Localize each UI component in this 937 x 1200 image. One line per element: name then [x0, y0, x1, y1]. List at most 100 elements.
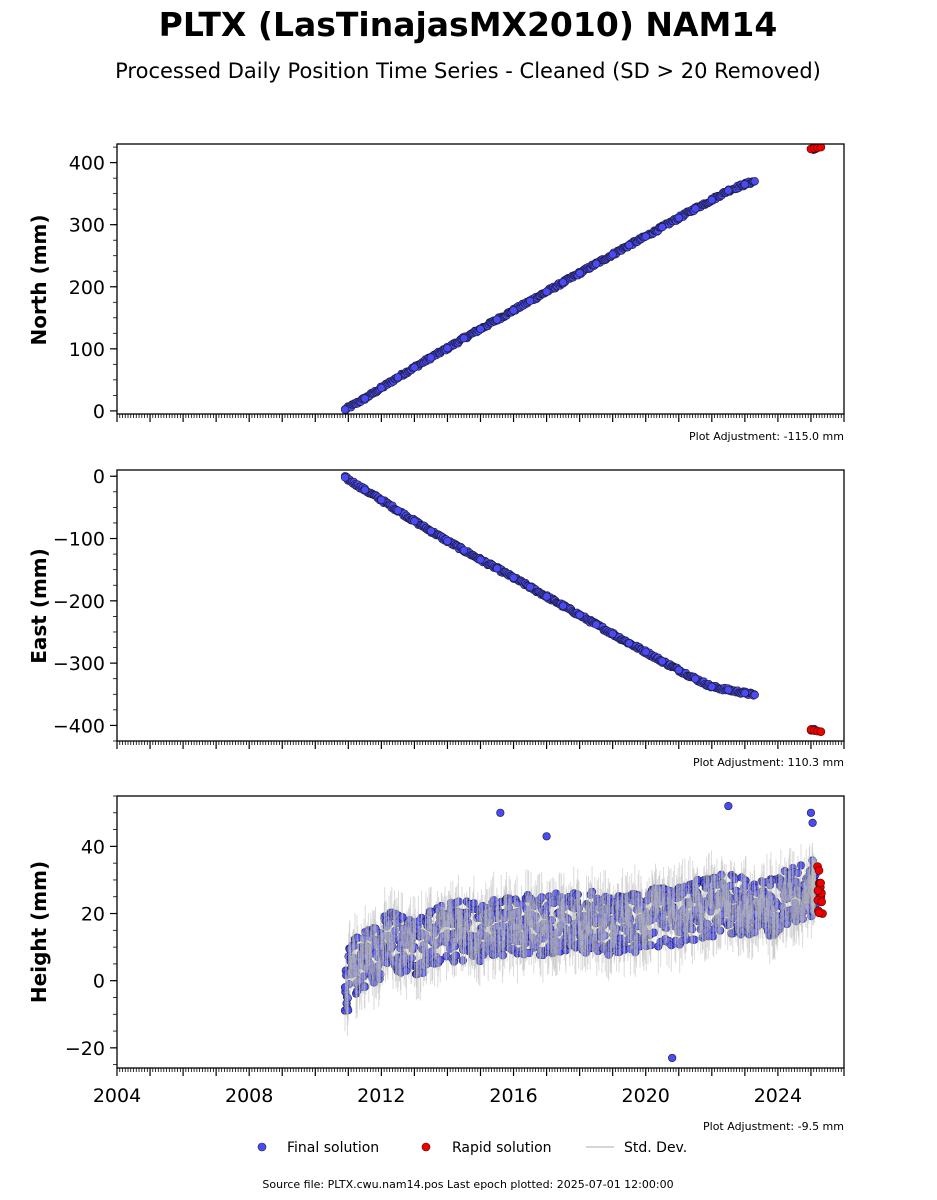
panel-east: 0 −100 −200 −300 −400 East (mm) Plot Adjustmen… — [27, 466, 845, 769]
final-point — [393, 506, 402, 515]
rapid-solution-points — [813, 862, 827, 918]
plot-area — [340, 144, 826, 414]
y-tick-label: 0 — [93, 466, 105, 488]
final-point — [509, 573, 518, 582]
y-axis-label: North (mm) — [27, 214, 51, 345]
x-axis: 2004 2008 2012 2016 2020 2024 — [93, 1068, 845, 1107]
source-note: Source file: PLTX.cwu.nam14.pos Last epo… — [262, 1178, 673, 1191]
final-point — [608, 629, 617, 638]
rapid-solution-points — [806, 725, 826, 736]
x-axis — [116, 414, 845, 422]
final-point — [674, 213, 683, 222]
y-tick-label: 100 — [69, 339, 105, 361]
final-point — [658, 657, 667, 666]
y-tick-label: 0 — [93, 971, 105, 993]
y-tick-label: 400 — [69, 153, 105, 175]
final-point — [509, 306, 518, 315]
y-axis-label: East (mm) — [27, 548, 51, 664]
final-point — [410, 363, 419, 372]
final-point — [377, 383, 386, 393]
final-point — [426, 353, 436, 362]
x-tick-label: 2024 — [754, 1085, 802, 1107]
final-point — [542, 287, 551, 296]
final-point — [459, 334, 469, 343]
plot-adjustment-note: Plot Adjustment: -115.0 mm — [689, 430, 844, 443]
y-tick-label: −300 — [53, 653, 105, 675]
y-axis: −20 0 20 40 — [65, 795, 117, 1066]
final-point — [740, 688, 749, 698]
y-tick-label: −400 — [53, 715, 105, 737]
outlier-point — [806, 808, 816, 817]
final-point — [492, 564, 502, 573]
y-axis: 0 100 200 300 400 — [69, 146, 117, 423]
final-point — [592, 620, 601, 629]
plot-frame — [116, 469, 845, 742]
final-point — [740, 180, 749, 189]
rapid-point — [814, 908, 824, 918]
final-point — [377, 495, 386, 505]
final-solution-points — [340, 472, 820, 735]
y-axis-label: Height (mm) — [27, 861, 51, 1003]
outlier-point — [542, 832, 551, 841]
x-tick-label: 2016 — [489, 1085, 537, 1107]
y-tick-label: −100 — [53, 529, 105, 551]
y-tick-label: 0 — [93, 401, 105, 423]
rapid-point — [813, 886, 823, 895]
final-point — [691, 674, 700, 683]
final-point — [625, 241, 634, 250]
legend-rapid-marker — [421, 1142, 431, 1152]
final-point — [641, 647, 650, 657]
legend-final-label: Final solution — [287, 1140, 379, 1156]
y-tick-label: 200 — [69, 277, 105, 299]
final-point — [575, 611, 584, 620]
y-tick-label: −200 — [53, 591, 105, 613]
final-point — [674, 665, 683, 675]
legend-final-marker — [257, 1142, 267, 1152]
plot-adjustment-note: Plot Adjustment: -9.5 mm — [703, 1120, 844, 1133]
final-point — [724, 186, 733, 195]
final-point — [625, 639, 634, 648]
x-axis — [116, 741, 845, 749]
panel-height: −20 0 20 40 2004 2008 2012 2016 2020 2024 Height (… — [27, 795, 845, 1133]
rapid-point — [816, 878, 825, 888]
final-point — [476, 324, 485, 334]
final-point — [691, 204, 700, 213]
final-point — [393, 373, 402, 382]
final-point — [426, 526, 436, 536]
final-point — [492, 315, 502, 324]
plot-adjustment-note: Plot Adjustment: 110.3 mm — [693, 756, 844, 769]
y-tick-label: −20 — [65, 1038, 105, 1060]
final-point — [658, 223, 667, 232]
final-point — [641, 232, 650, 241]
final-point — [608, 250, 617, 259]
y-tick-label: 20 — [81, 904, 105, 926]
outlier-point — [668, 1053, 677, 1063]
rapid-solution-points — [806, 144, 826, 154]
final-point — [542, 592, 551, 601]
rapid-point — [816, 144, 826, 152]
final-point — [750, 177, 759, 186]
rapid-point — [816, 727, 826, 736]
final-solution-points — [340, 144, 820, 414]
y-tick-label: 300 — [69, 215, 105, 237]
stddev-bars — [344, 842, 817, 1037]
chart-subtitle: Processed Daily Position Time Series - C… — [115, 59, 821, 83]
final-point — [525, 583, 535, 592]
final-point — [592, 259, 601, 268]
final-point — [575, 269, 584, 278]
plot-area — [340, 472, 826, 736]
y-tick-label: 40 — [81, 836, 105, 858]
x-tick-label: 2012 — [357, 1085, 405, 1107]
final-point — [750, 690, 759, 699]
x-tick-label: 2004 — [93, 1085, 141, 1107]
panel-north: 0 100 200 300 400 North (mm) Plot Adjustment: … — [27, 143, 845, 443]
final-point — [476, 555, 485, 564]
plot-area — [340, 801, 827, 1063]
final-point — [340, 405, 350, 414]
y-axis: 0 −100 −200 −300 −400 — [53, 466, 117, 742]
outlier-point — [808, 818, 817, 827]
legend: Final solution Rapid solution Std. Dev. — [257, 1140, 687, 1156]
final-point — [559, 278, 568, 287]
final-point — [360, 485, 369, 495]
